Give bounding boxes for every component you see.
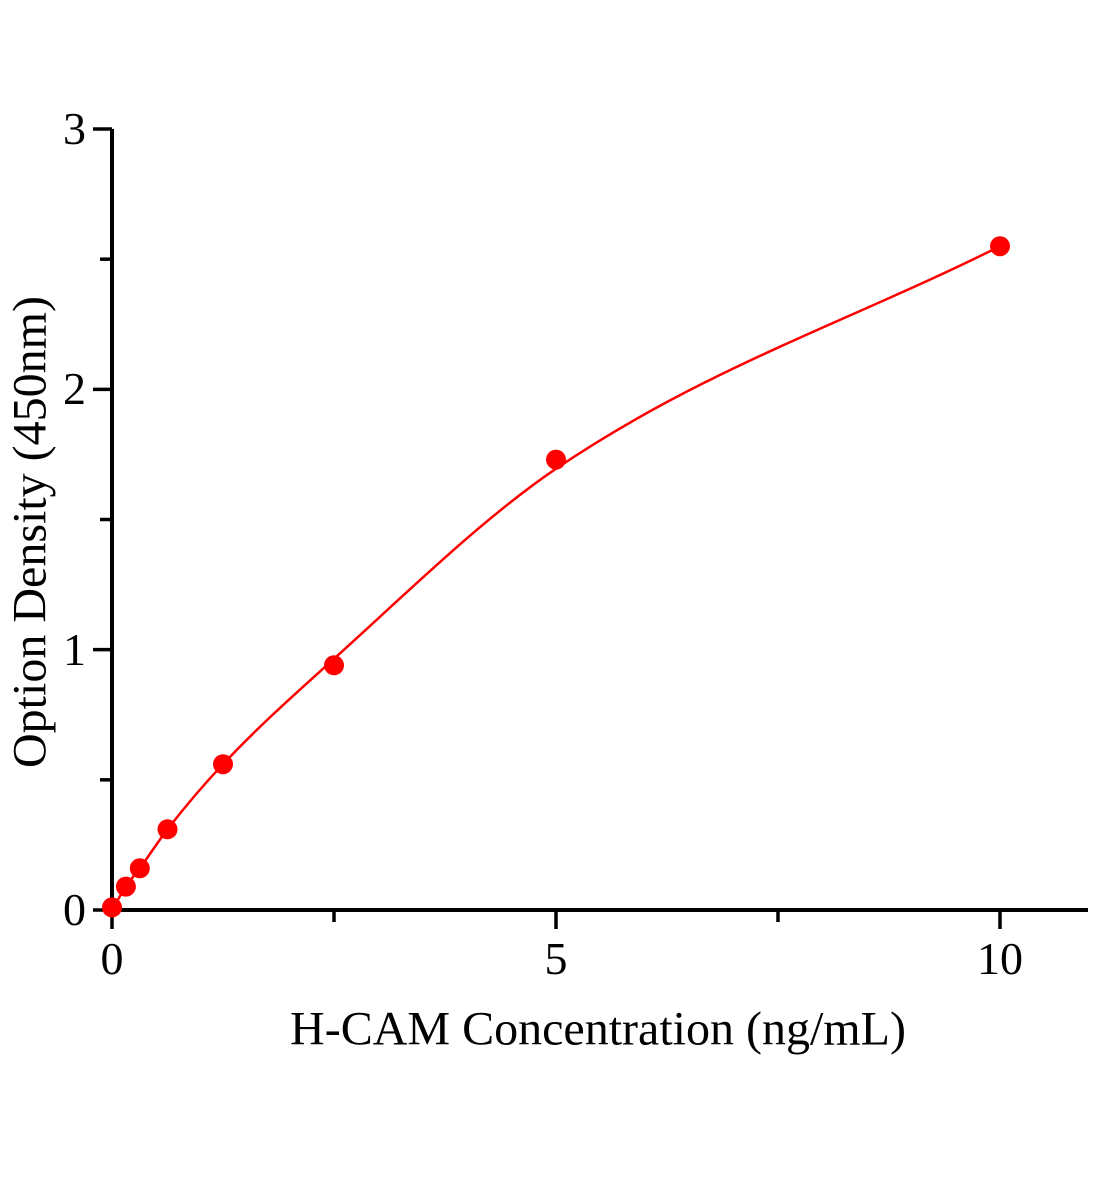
y-axis-tick-label-2: 2 xyxy=(63,363,86,415)
data-point-1.25ng-mL xyxy=(213,754,233,775)
data-point-0.156ng-mL xyxy=(115,876,136,897)
x-axis-tick-label-0: 0 xyxy=(100,933,124,984)
data-point-5ng-mL xyxy=(546,449,566,470)
fit-curve-line xyxy=(110,245,1001,911)
x-axis-title: H-CAM Concentration (ng/mL) xyxy=(290,1002,906,1056)
y-axis-tick-label-0: 0 xyxy=(63,884,86,935)
x-axis-tick-label-10: 10 xyxy=(977,933,1023,984)
data-point-0.3125ng-mL xyxy=(129,858,150,879)
y-axis-tick-label-1: 1 xyxy=(63,623,86,675)
data-point-0.625ng-mL xyxy=(157,819,178,840)
data-point-2.5ng-mL xyxy=(324,655,344,676)
x-axis-tick-label-5: 5 xyxy=(544,933,568,984)
data-point-10ng-mL xyxy=(990,236,1010,257)
data-point-0ng-mL xyxy=(102,897,122,918)
y-axis-tick-label-3: 3 xyxy=(63,103,86,154)
